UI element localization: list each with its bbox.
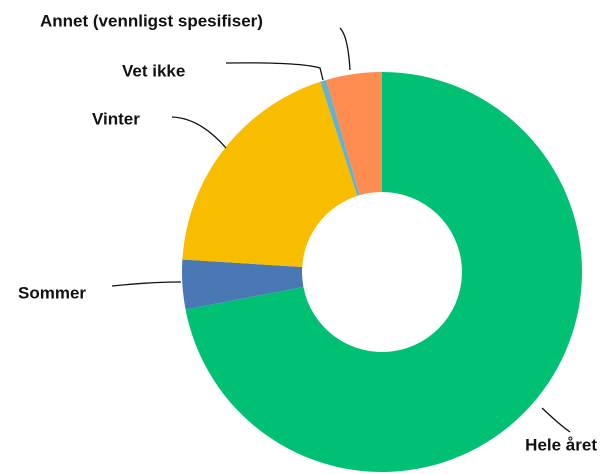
leader-line [225,62,324,81]
slice-label: Hele året [525,435,597,454]
leader-line [541,407,571,433]
leader-line [111,281,182,287]
donut-slice [181,259,304,310]
slice-label: Vet ikke [122,61,185,80]
donut-slice [185,72,583,472]
donut-slice [182,81,358,267]
donut-slice [326,72,382,196]
slice-label: Annet (vennligst spesifiser) [40,11,263,30]
leader-line [339,27,351,71]
slice-label: Vinter [92,109,140,128]
slice-label: Sommer [18,283,86,302]
donut-slice [320,79,360,196]
leader-line [171,116,227,149]
